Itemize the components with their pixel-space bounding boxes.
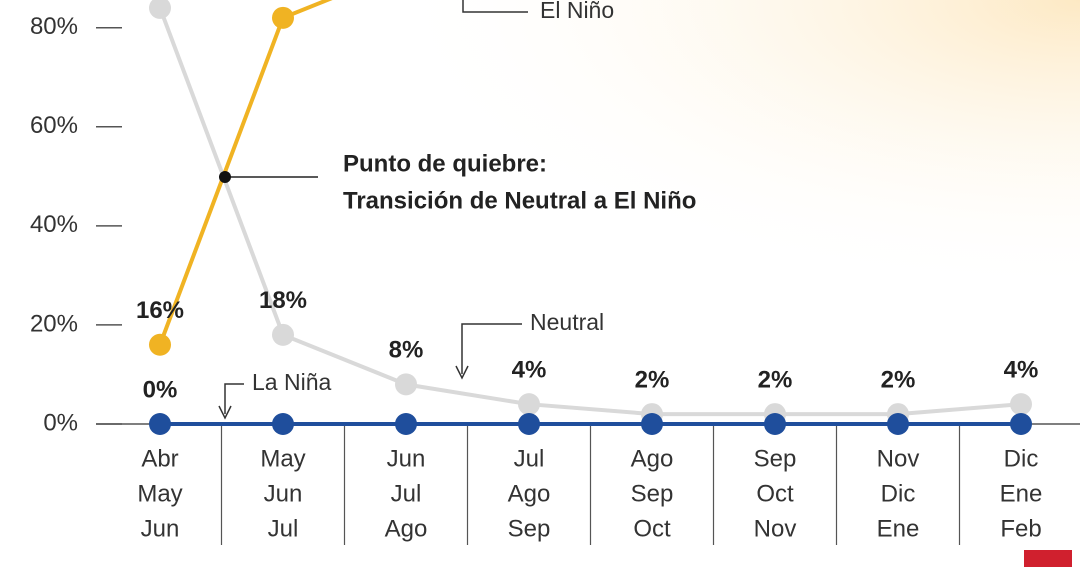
data-point bbox=[149, 413, 171, 435]
y-tick-label: 0% bbox=[43, 409, 78, 436]
data-label: 4% bbox=[1004, 357, 1039, 384]
legend-leader bbox=[455, 323, 522, 380]
x-tick-label: Jul bbox=[514, 445, 545, 472]
x-tick-label: Jun bbox=[387, 445, 426, 472]
data-point bbox=[149, 333, 171, 356]
x-tick-label: Sep bbox=[508, 515, 551, 542]
series-line bbox=[158, 0, 333, 346]
data-point bbox=[272, 413, 294, 435]
x-tick-label: Ago bbox=[508, 480, 551, 507]
data-point bbox=[395, 413, 417, 435]
data-point bbox=[518, 413, 540, 435]
legend-leader bbox=[462, 0, 528, 13]
data-label: 0% bbox=[143, 376, 178, 403]
breakpoint-dot bbox=[219, 171, 231, 183]
annotation: Punto de quiebre: Transición de Neutral … bbox=[225, 150, 696, 214]
series-line bbox=[158, 7, 1022, 417]
data-point bbox=[1010, 393, 1032, 416]
x-tick-label: Dic bbox=[881, 480, 916, 507]
data-point bbox=[272, 6, 294, 29]
data-label: 2% bbox=[881, 366, 916, 393]
data-point bbox=[518, 393, 540, 416]
logo bbox=[1024, 550, 1072, 567]
data-label: 18% bbox=[259, 287, 307, 314]
legend-label: Neutral bbox=[530, 309, 604, 335]
data-point bbox=[641, 413, 663, 435]
data-label: 16% bbox=[136, 297, 184, 324]
x-tick-label: Jun bbox=[141, 515, 180, 542]
y-tick-label: 60% bbox=[30, 112, 78, 139]
data-point bbox=[764, 413, 786, 435]
legend-label: El Niño bbox=[540, 0, 614, 23]
x-tick-label: Oct bbox=[633, 515, 671, 542]
annotation-text: Transición de Neutral a El Niño bbox=[343, 187, 696, 214]
x-tick-label: Jun bbox=[264, 480, 303, 507]
data-label: 8% bbox=[389, 337, 424, 364]
y-tick-label: 20% bbox=[30, 310, 78, 337]
x-tick-label: Nov bbox=[877, 445, 920, 472]
x-tick-label: Ene bbox=[877, 515, 920, 542]
y-tick-label: 80% bbox=[30, 13, 78, 40]
x-tick-label: Oct bbox=[756, 480, 794, 507]
data-label: 4% bbox=[512, 357, 547, 384]
x-tick-label: Dic bbox=[1004, 445, 1039, 472]
legend-leader bbox=[218, 383, 244, 420]
x-tick-label: Ene bbox=[1000, 480, 1043, 507]
data-point bbox=[887, 413, 909, 435]
x-tick-label: Jul bbox=[391, 480, 422, 507]
x-tick-label: Nov bbox=[754, 515, 797, 542]
x-tick-label: Ago bbox=[631, 445, 674, 472]
x-tick-label: Feb bbox=[1000, 515, 1041, 542]
y-tick-label: 40% bbox=[30, 211, 78, 238]
x-tick-label: May bbox=[260, 445, 305, 472]
x-tick-label: Jul bbox=[268, 515, 299, 542]
legend-label: La Niña bbox=[252, 369, 331, 395]
x-tick-label: Sep bbox=[754, 445, 797, 472]
x-tick-label: Ago bbox=[385, 515, 428, 542]
background-glow bbox=[300, 0, 1080, 330]
data-point bbox=[272, 323, 294, 346]
x-tick-label: Sep bbox=[631, 480, 674, 507]
data-label: 2% bbox=[635, 366, 670, 393]
data-label: 2% bbox=[758, 366, 793, 393]
data-point bbox=[395, 373, 417, 396]
annotation-text: Punto de quiebre: bbox=[343, 150, 547, 177]
data-point bbox=[1010, 413, 1032, 435]
x-tick-label: May bbox=[137, 480, 182, 507]
x-tick-label: Abr bbox=[141, 445, 178, 472]
data-point bbox=[149, 0, 171, 19]
